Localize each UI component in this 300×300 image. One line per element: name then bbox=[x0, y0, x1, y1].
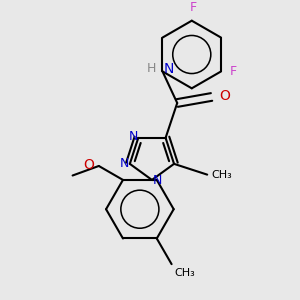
Text: F: F bbox=[230, 65, 237, 78]
Text: N: N bbox=[119, 158, 129, 170]
Text: O: O bbox=[83, 158, 94, 172]
Text: CH₃: CH₃ bbox=[211, 169, 232, 180]
Text: N: N bbox=[129, 130, 138, 143]
Text: H: H bbox=[146, 62, 156, 75]
Text: N: N bbox=[153, 174, 162, 188]
Text: CH₃: CH₃ bbox=[175, 268, 195, 278]
Text: N: N bbox=[164, 61, 174, 76]
Text: F: F bbox=[190, 1, 197, 14]
Text: O: O bbox=[219, 89, 230, 103]
